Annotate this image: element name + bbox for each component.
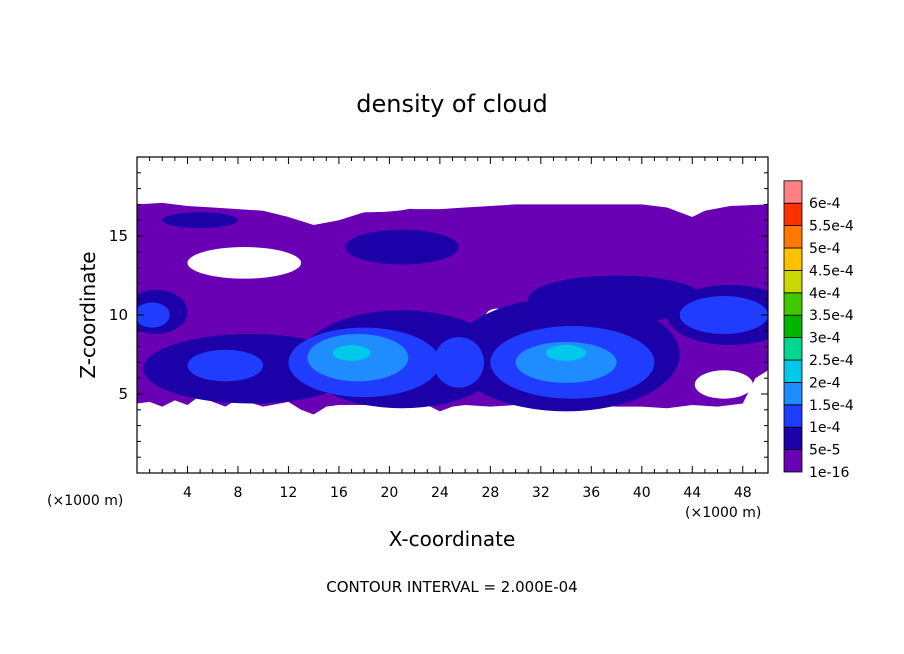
cloud-region-hole [694, 370, 753, 399]
cloud-region-blob [528, 275, 705, 323]
colorbar-swatch [783, 404, 803, 428]
colorbar-swatch [783, 314, 803, 339]
y-unit-label: (×1000 m) [685, 505, 761, 521]
colorbar-label: 1.5e-4 [809, 398, 854, 414]
x-tick-label: 48 [734, 485, 752, 501]
cloud-region-blob [545, 345, 587, 361]
cloud-region-blob [162, 212, 238, 229]
x-axis-label: X-coordinate [389, 527, 516, 551]
x-tick-label: 28 [481, 485, 499, 501]
y-tick-label: 15 [109, 227, 128, 245]
x-tick-label: 12 [280, 485, 298, 501]
colorbar-swatch [783, 381, 803, 406]
cloud-density-field [137, 199, 768, 415]
x-tick-label: 16 [330, 485, 348, 501]
colorbar-label: 5e-4 [809, 241, 841, 257]
colorbar-label: 3e-4 [809, 331, 841, 347]
colorbar-swatch [783, 337, 803, 361]
colorbar-label: 6e-4 [809, 196, 841, 212]
cloud-region-hole [187, 247, 302, 279]
colorbar-swatch [783, 180, 803, 204]
colorbar-label: 4e-4 [809, 286, 841, 302]
x-tick-label: 4 [183, 485, 192, 501]
colorbar-swatch [783, 202, 803, 226]
x-tick-label: 20 [380, 485, 398, 501]
x-tick-label: 32 [532, 485, 550, 501]
cloud-region-blob [332, 345, 371, 361]
contour-interval-note: CONTOUR INTERVAL = 2.000E-04 [326, 578, 577, 596]
colorbar-swatch [783, 292, 803, 316]
colorbar-label: 1e-4 [809, 420, 841, 436]
y-tick-label: 5 [118, 385, 128, 403]
y-axis-label: Z-coordinate [76, 251, 100, 378]
cloud-region-blob [187, 349, 264, 382]
cloud-region-hole [313, 199, 415, 213]
x-tick-label: 44 [683, 485, 701, 501]
x-tick-label: 36 [582, 485, 600, 501]
cloud-region-blob [679, 296, 768, 334]
colorbar-label: 1e-16 [809, 465, 849, 481]
y-axis: 5 10 15 [109, 172, 768, 458]
cloud-region-blob [515, 341, 617, 383]
cloud-region-blob [433, 337, 485, 388]
colorbar-swatch [783, 426, 803, 451]
chart-title: density of cloud [356, 90, 547, 118]
colorbar-label: 5.5e-4 [809, 219, 854, 235]
colorbar-swatch [783, 359, 803, 383]
x-axis: 4 8 12 16 20 24 28 32 36 40 44 48 [149, 157, 756, 501]
colorbar-swatch [783, 247, 803, 271]
cloud-region-blob [137, 302, 170, 328]
x-tick-label: 40 [633, 485, 651, 501]
colorbar: 1e-16 5e-5 1e-4 1.5e-4 2e-4 2.5e-4 3e-4 3.5e-4 4… [783, 180, 854, 481]
x-tick-label: 8 [233, 485, 242, 501]
cloud-region-blob [345, 229, 459, 265]
colorbar-swatch [783, 225, 803, 249]
colorbar-label: 4.5e-4 [809, 263, 854, 279]
colorbar-label: 5e-5 [809, 443, 840, 459]
y-tick-label: 10 [109, 306, 128, 324]
colorbar-label: 2e-4 [809, 375, 841, 391]
colorbar-swatch [783, 269, 803, 294]
colorbar-label: 3.5e-4 [809, 308, 854, 324]
x-unit-label: (×1000 m) [47, 493, 123, 509]
colorbar-swatch [783, 449, 803, 473]
colorbar-label: 2.5e-4 [809, 353, 854, 369]
x-tick-label: 24 [431, 485, 449, 501]
